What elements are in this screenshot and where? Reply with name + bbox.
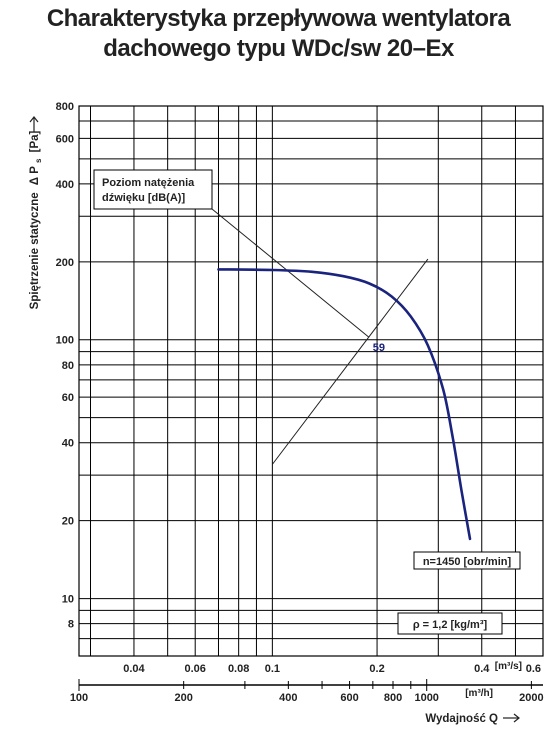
x-bottom-tick-label: 2000 [519, 692, 543, 704]
x-bottom-tick-label: 800 [384, 692, 402, 704]
y-tick-label: 100 [56, 335, 74, 347]
x-axis-arrow [503, 713, 520, 723]
noise-leader-line [211, 208, 370, 338]
density-box [397, 612, 503, 635]
chart-title: Charakterystyka przepływowa wentylatora … [0, 4, 557, 64]
y-axis-title-symbol: Δ P [29, 166, 41, 185]
x-top-tick-label: 0.06 [184, 663, 205, 675]
y-axis-title-unit: [Pa] [29, 130, 41, 152]
y-axis-title-sub: s [34, 158, 43, 163]
noise-level-value: 59 [373, 342, 385, 354]
y-tick-label: 600 [56, 133, 74, 145]
x-top-axis-ticks: 0.04 0.06 0.08 0.1 0.2 0.4 0.6 [m³/s] [123, 661, 541, 675]
noise-level-box [93, 169, 213, 210]
speed-box [413, 551, 521, 570]
x-top-tick-label: 0.08 [228, 663, 249, 675]
x-bottom-tick-label: 100 [70, 692, 88, 704]
y-axis-title-text: Spiętrzenie statyczne [29, 192, 41, 309]
chart-title-line-2: dachowego typu WDc/sw 20–Ex [103, 35, 454, 62]
x-top-unit-label: [m³/s] [495, 661, 522, 672]
x-top-tick-label: 0.2 [369, 663, 384, 675]
y-tick-label: 200 [56, 257, 74, 269]
x-bottom-tick-label: 400 [279, 692, 297, 704]
y-tick-label: 10 [62, 594, 74, 606]
fan-curve-series [217, 268, 472, 541]
x-top-tick-label: 0.4 [474, 663, 490, 675]
x-axis-title: Wydajność Q [425, 713, 498, 725]
y-axis-title: Spiętrzenie statyczne Δ P s [Pa] [29, 130, 44, 309]
y-tick-label: 60 [62, 392, 74, 404]
chart-title-line-1: Charakterystyka przepływowa wentylatora [46, 5, 511, 32]
y-tick-label: 40 [62, 438, 74, 450]
x-bottom-tick-label: 200 [174, 692, 192, 704]
y-axis-arrow [29, 116, 39, 132]
speed-label: n=1450 [obr/min] [423, 556, 512, 568]
x-top-tick-label: 0.1 [265, 663, 280, 675]
x-bottom-axis: 100 200 400 600 800 1000 2000 [m³/h] [70, 679, 544, 704]
x-top-tick-label: 0.6 [526, 663, 541, 675]
plot-frame [78, 105, 544, 657]
y-tick-label: 400 [56, 179, 74, 191]
x-bottom-unit-label: [m³/h] [465, 688, 493, 699]
noise-level-label-line-1: Poziom natężenia [102, 177, 195, 189]
y-tick-label: 8 [68, 619, 74, 631]
density-label: ρ = 1,2 [kg/m³] [413, 619, 488, 631]
x-bottom-tick-label: 600 [340, 692, 358, 704]
y-axis-ticks: 8 10 20 40 60 80 100 200 400 600 800 [56, 101, 74, 631]
x-bottom-tick-label: 1000 [414, 692, 438, 704]
y-tick-label: 80 [62, 360, 74, 372]
noise-level-label-line-2: dźwięku [dB(A)] [102, 192, 185, 204]
y-tick-label: 800 [56, 101, 74, 113]
y-axis-title-group: Spiętrzenie statyczne Δ P s [Pa] [29, 130, 44, 309]
y-tick-label: 20 [62, 516, 74, 528]
noise-level-line [271, 258, 429, 465]
x-top-tick-label: 0.04 [123, 663, 145, 675]
